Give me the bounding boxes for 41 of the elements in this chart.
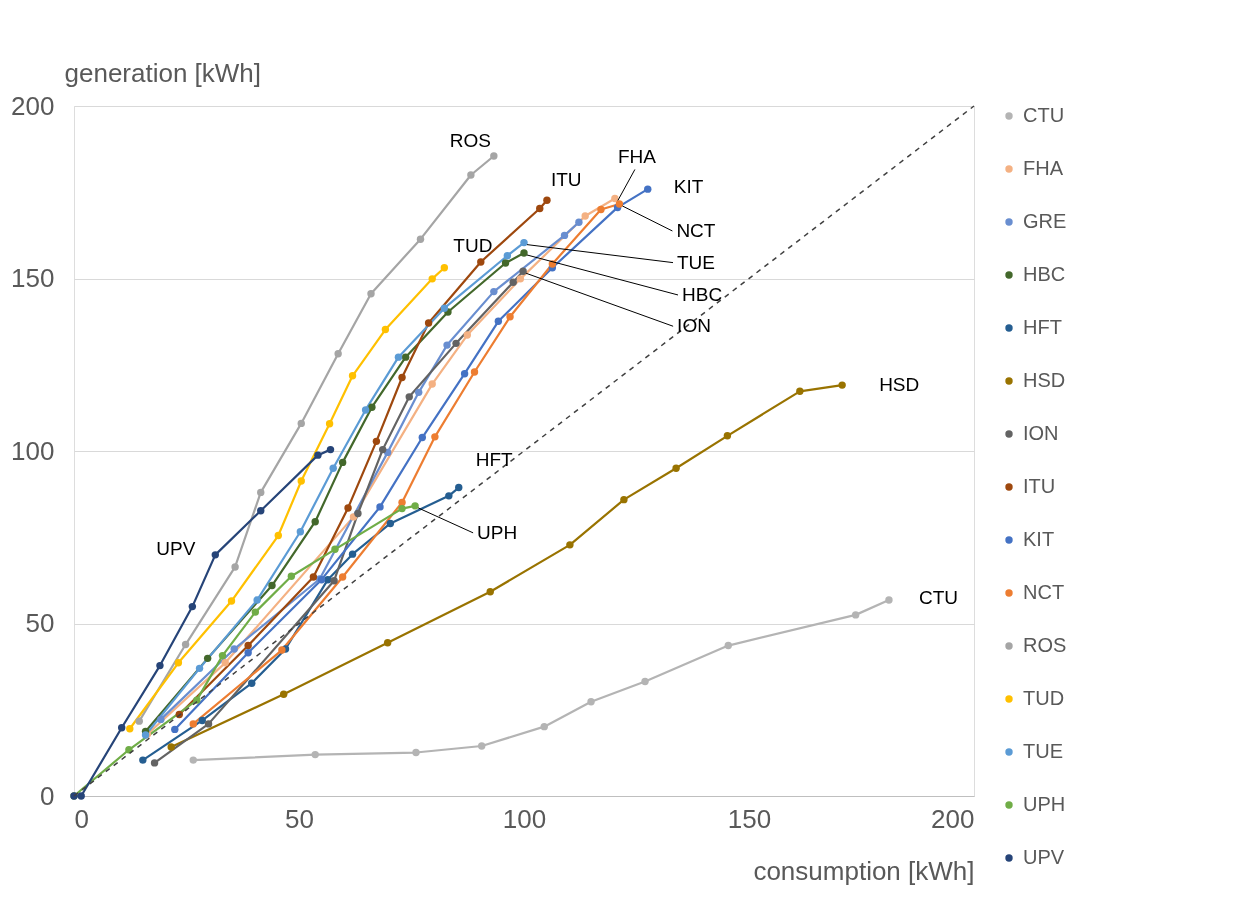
y-axis-title: generation [kWh] — [64, 57, 262, 88]
legend-label: GRE — [1023, 210, 1067, 232]
legend-label: FHA — [1023, 157, 1064, 179]
x-tick-label: 200 — [931, 803, 975, 834]
legend-label: HFT — [1023, 316, 1062, 338]
annotation: FHA — [617, 146, 657, 168]
legend-label: ION — [1023, 422, 1059, 444]
x-tick-label: 0 — [74, 803, 89, 834]
annotation: HBC — [682, 283, 723, 305]
x-tick-label: 100 — [502, 803, 547, 834]
legend-label: ITU — [1023, 475, 1056, 497]
legend-label: HSD — [1023, 369, 1066, 391]
legend-label: ROS — [1023, 634, 1067, 656]
legend-label: UPH — [1023, 793, 1066, 815]
annotation: HFT — [475, 448, 514, 470]
annotation: UPH — [477, 521, 518, 543]
legend-label: KIT — [1023, 528, 1055, 550]
annotation: CTU — [918, 587, 959, 609]
y-tick-label: 0 — [40, 780, 55, 811]
annotation: ITU — [550, 169, 582, 191]
y-tick-label: 50 — [25, 608, 55, 638]
annotation: HSD — [879, 374, 920, 396]
legend-label: NCT — [1023, 581, 1065, 603]
legend-label: UPV — [1023, 846, 1065, 868]
x-axis-title: consumption [kWh] — [753, 855, 975, 886]
x-tick-label: 50 — [285, 803, 314, 834]
x-tick-label: 150 — [727, 803, 772, 834]
legend-label: CTU — [1023, 104, 1065, 126]
annotation: ROS — [449, 130, 492, 152]
annotation: UPV — [156, 537, 196, 559]
legend-label: HBC — [1023, 263, 1066, 285]
annotation: TUD — [453, 234, 493, 256]
legend-label: TUD — [1023, 687, 1065, 709]
annotation: KIT — [673, 176, 704, 198]
annotation: NCT — [676, 219, 716, 241]
annotation: TUE — [677, 251, 715, 273]
legend-label: TUE — [1023, 740, 1063, 762]
y-tick-label: 200 — [11, 90, 55, 121]
y-tick-label: 150 — [11, 263, 55, 293]
annotation: ION — [677, 315, 711, 337]
y-tick-label: 100 — [11, 435, 55, 466]
